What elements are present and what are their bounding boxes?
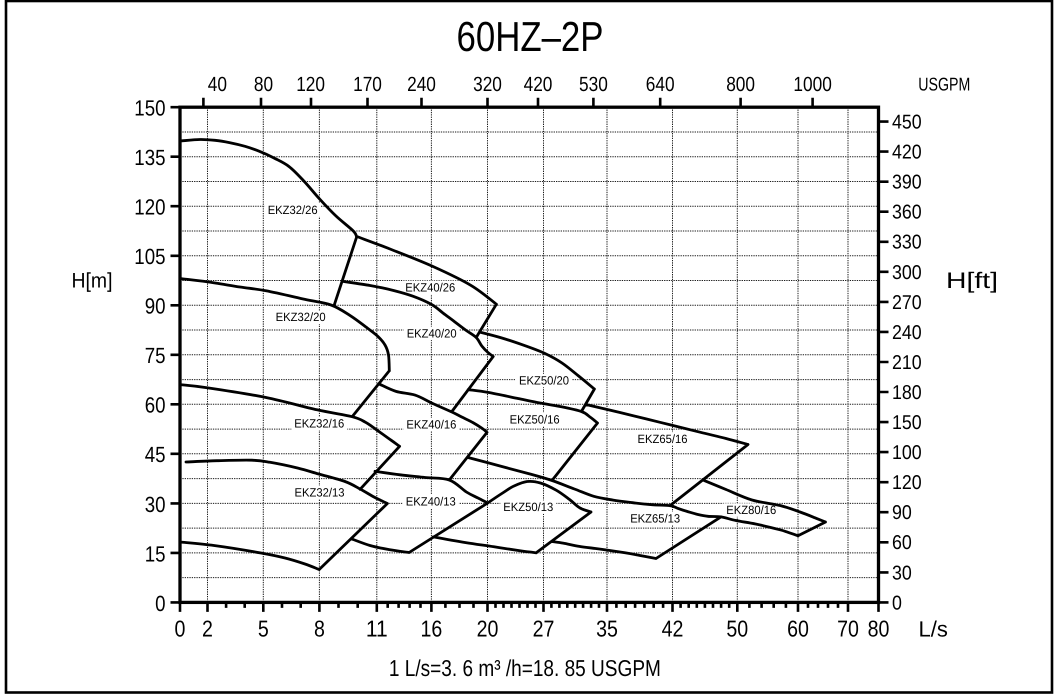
svg-text:EKZ40/13: EKZ40/13: [406, 494, 456, 508]
svg-text:16: 16: [421, 616, 443, 642]
svg-text:EKZ65/13: EKZ65/13: [630, 512, 680, 526]
svg-text:70: 70: [837, 616, 859, 642]
svg-text:8: 8: [314, 616, 325, 642]
svg-text:35: 35: [596, 616, 618, 642]
svg-text:H[m]: H[m]: [72, 270, 113, 293]
svg-text:30: 30: [145, 492, 166, 517]
svg-text:EKZ50/16: EKZ50/16: [510, 413, 560, 427]
svg-text:30: 30: [892, 562, 912, 584]
svg-text:L/s: L/s: [919, 617, 948, 642]
svg-text:EKZ80/16: EKZ80/16: [726, 503, 776, 517]
svg-text:240: 240: [407, 73, 436, 96]
svg-text:EKZ32/26: EKZ32/26: [268, 203, 318, 217]
svg-text:EKZ50/20: EKZ50/20: [519, 374, 569, 388]
svg-text:1000: 1000: [793, 73, 831, 96]
svg-text:EKZ65/16: EKZ65/16: [638, 432, 688, 446]
svg-text:390: 390: [892, 172, 922, 194]
svg-text:27: 27: [533, 616, 555, 642]
svg-text:50: 50: [726, 616, 748, 642]
svg-text:330: 330: [892, 232, 922, 254]
svg-text:530: 530: [579, 73, 608, 96]
svg-text:2: 2: [202, 616, 213, 642]
svg-text:75: 75: [145, 343, 166, 368]
svg-text:100: 100: [892, 442, 922, 464]
svg-text:EKZ32/20: EKZ32/20: [276, 310, 326, 324]
svg-text:120: 120: [134, 195, 165, 220]
svg-text:1 L/s=3. 6 m³ /h=18. 85 USGPM: 1 L/s=3. 6 m³ /h=18. 85 USGPM: [389, 655, 661, 681]
svg-text:300: 300: [892, 262, 922, 284]
svg-text:150: 150: [892, 412, 922, 434]
svg-text:420: 420: [524, 73, 553, 96]
svg-text:320: 320: [473, 73, 502, 96]
svg-text:EKZ40/16: EKZ40/16: [406, 418, 456, 432]
svg-text:0: 0: [155, 591, 165, 616]
svg-text:EKZ40/20: EKZ40/20: [407, 326, 457, 340]
svg-text:240: 240: [892, 322, 922, 344]
svg-text:60HZ–2P: 60HZ–2P: [457, 13, 604, 60]
svg-text:0: 0: [892, 592, 902, 614]
svg-text:105: 105: [134, 244, 165, 269]
svg-text:42: 42: [662, 616, 684, 642]
svg-text:40: 40: [208, 73, 227, 96]
svg-text:60: 60: [892, 532, 912, 554]
svg-text:15: 15: [145, 541, 166, 566]
svg-text:80: 80: [868, 616, 890, 642]
svg-text:EKZ40/26: EKZ40/26: [405, 280, 455, 294]
svg-text:800: 800: [726, 73, 755, 96]
svg-text:150: 150: [134, 96, 165, 121]
svg-text:USGPM: USGPM: [918, 73, 970, 94]
svg-text:170: 170: [353, 73, 382, 96]
svg-text:11: 11: [366, 616, 388, 642]
svg-text:EKZ32/13: EKZ32/13: [295, 486, 345, 500]
svg-text:120: 120: [892, 472, 922, 494]
svg-text:80: 80: [254, 73, 273, 96]
svg-text:60: 60: [787, 616, 809, 642]
svg-text:60: 60: [145, 393, 166, 418]
svg-text:450: 450: [892, 112, 922, 134]
svg-text:120: 120: [296, 73, 325, 96]
svg-text:EKZ32/16: EKZ32/16: [294, 416, 344, 430]
svg-text:90: 90: [892, 502, 912, 524]
svg-text:135: 135: [134, 145, 165, 170]
svg-text:210: 210: [892, 352, 922, 374]
svg-text:45: 45: [145, 442, 166, 467]
svg-text:270: 270: [892, 292, 922, 314]
svg-text:EKZ50/13: EKZ50/13: [503, 500, 553, 514]
svg-text:90: 90: [145, 294, 166, 319]
svg-text:420: 420: [892, 142, 922, 164]
svg-text:360: 360: [892, 202, 922, 224]
svg-text:5: 5: [258, 616, 269, 642]
svg-text:20: 20: [477, 616, 499, 642]
svg-text:0: 0: [175, 616, 186, 642]
svg-text:640: 640: [646, 73, 675, 96]
svg-text:180: 180: [892, 382, 922, 404]
svg-text:H[ft]: H[ft]: [946, 268, 998, 293]
